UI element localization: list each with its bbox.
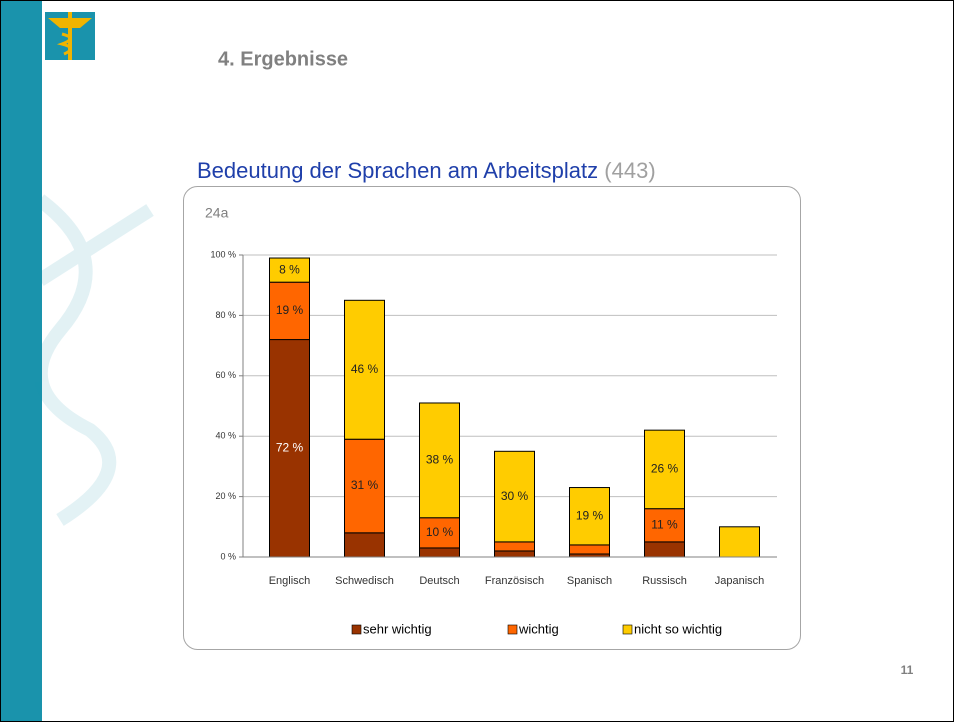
bar-segment bbox=[644, 429, 685, 510]
legend-swatch bbox=[507, 624, 518, 635]
bar-value-label: 46 % bbox=[351, 362, 379, 376]
bar-segment bbox=[494, 541, 535, 552]
y-tick-label: 80 % bbox=[215, 310, 236, 320]
bar-segment bbox=[644, 508, 685, 543]
y-tick-label: 0 % bbox=[220, 551, 236, 561]
bar-value-label: 8 % bbox=[279, 262, 300, 276]
legend-swatch bbox=[622, 624, 633, 635]
slide-heading: 4. Ergebnisse bbox=[218, 48, 348, 70]
bar-value-label: 38 % bbox=[426, 453, 454, 467]
bar-segment bbox=[344, 299, 385, 440]
bar-value-label: 19 % bbox=[276, 303, 304, 317]
watermark bbox=[33, 194, 154, 526]
x-tick-label: Japanisch bbox=[715, 575, 765, 587]
bar-value-label: 31 % bbox=[351, 478, 379, 492]
bar-segment bbox=[269, 339, 310, 558]
sample-size: (443) bbox=[604, 158, 655, 183]
bar-segment bbox=[269, 257, 310, 283]
bar-value-label: 10 % bbox=[426, 525, 454, 539]
y-tick-label: 100 % bbox=[210, 249, 236, 259]
bar-segment bbox=[719, 526, 760, 558]
x-tick-label: Russisch bbox=[642, 575, 687, 587]
y-tick-label: 60 % bbox=[215, 370, 236, 380]
page-number: 11 bbox=[901, 663, 914, 677]
x-tick-label: Deutsch bbox=[419, 575, 459, 587]
bar-segment bbox=[419, 402, 460, 519]
bar-value-label: 11 % bbox=[651, 517, 678, 531]
logo bbox=[45, 12, 95, 60]
bar-segment bbox=[344, 532, 385, 558]
bar-segment bbox=[269, 281, 310, 341]
chart-annotation: 24a bbox=[205, 205, 229, 221]
y-tick-label: 40 % bbox=[215, 431, 236, 441]
x-tick-label: Schwedisch bbox=[335, 575, 394, 587]
legend-label: wichtig bbox=[518, 621, 559, 636]
bar-value-label: 26 % bbox=[651, 462, 679, 476]
bar-segment bbox=[344, 438, 385, 534]
bar-value-label: 30 % bbox=[501, 489, 529, 503]
x-tick-label: Spanisch bbox=[567, 575, 612, 587]
bar-segment bbox=[644, 541, 685, 558]
legend-label: sehr wichtig bbox=[363, 621, 432, 636]
title-text: Bedeutung der Sprachen am Arbeitsplatz bbox=[197, 158, 598, 183]
x-tick-label: Englisch bbox=[269, 575, 311, 587]
chart-title: Bedeutung der Sprachen am Arbeitsplatz (… bbox=[197, 158, 656, 183]
y-tick-label: 20 % bbox=[215, 491, 236, 501]
side-strip bbox=[1, 1, 42, 721]
legend-swatch bbox=[351, 624, 362, 635]
bar-segment bbox=[419, 547, 460, 558]
bar-value-label: 19 % bbox=[576, 508, 604, 522]
bar-segment bbox=[494, 450, 535, 543]
bar-segment bbox=[419, 517, 460, 549]
legend-label: nicht so wichtig bbox=[634, 621, 722, 636]
bar-segment bbox=[569, 544, 610, 555]
bar-segment bbox=[494, 550, 535, 558]
bar-value-label: 72 % bbox=[276, 440, 304, 454]
bar-segment bbox=[569, 487, 610, 546]
x-tick-label: Französisch bbox=[485, 575, 544, 587]
